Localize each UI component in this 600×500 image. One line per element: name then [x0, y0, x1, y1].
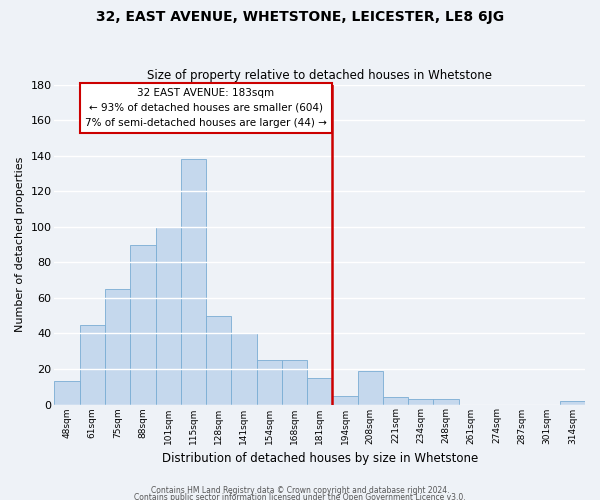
Bar [560, 401, 585, 404]
Bar [155, 227, 181, 404]
Bar [282, 360, 307, 405]
Bar [307, 378, 332, 404]
Text: 32, EAST AVENUE, WHETSTONE, LEICESTER, LE8 6JG: 32, EAST AVENUE, WHETSTONE, LEICESTER, L… [96, 10, 504, 24]
Bar [433, 399, 458, 404]
Bar [358, 370, 383, 404]
X-axis label: Distribution of detached houses by size in Whetstone: Distribution of detached houses by size … [161, 452, 478, 465]
Title: Size of property relative to detached houses in Whetstone: Size of property relative to detached ho… [147, 69, 492, 82]
Bar [55, 382, 80, 404]
Text: Contains HM Land Registry data © Crown copyright and database right 2024.: Contains HM Land Registry data © Crown c… [151, 486, 449, 495]
Bar [257, 360, 282, 405]
Bar [181, 159, 206, 404]
Bar [206, 316, 232, 404]
Bar [332, 396, 358, 404]
Bar [80, 324, 105, 404]
Y-axis label: Number of detached properties: Number of detached properties [15, 157, 25, 332]
Text: Contains public sector information licensed under the Open Government Licence v3: Contains public sector information licen… [134, 494, 466, 500]
Bar [105, 289, 130, 405]
Bar [383, 398, 408, 404]
Bar [408, 399, 433, 404]
Bar [130, 244, 155, 404]
Text: 32 EAST AVENUE: 183sqm
← 93% of detached houses are smaller (604)
7% of semi-det: 32 EAST AVENUE: 183sqm ← 93% of detached… [85, 88, 327, 128]
Bar [232, 334, 257, 404]
